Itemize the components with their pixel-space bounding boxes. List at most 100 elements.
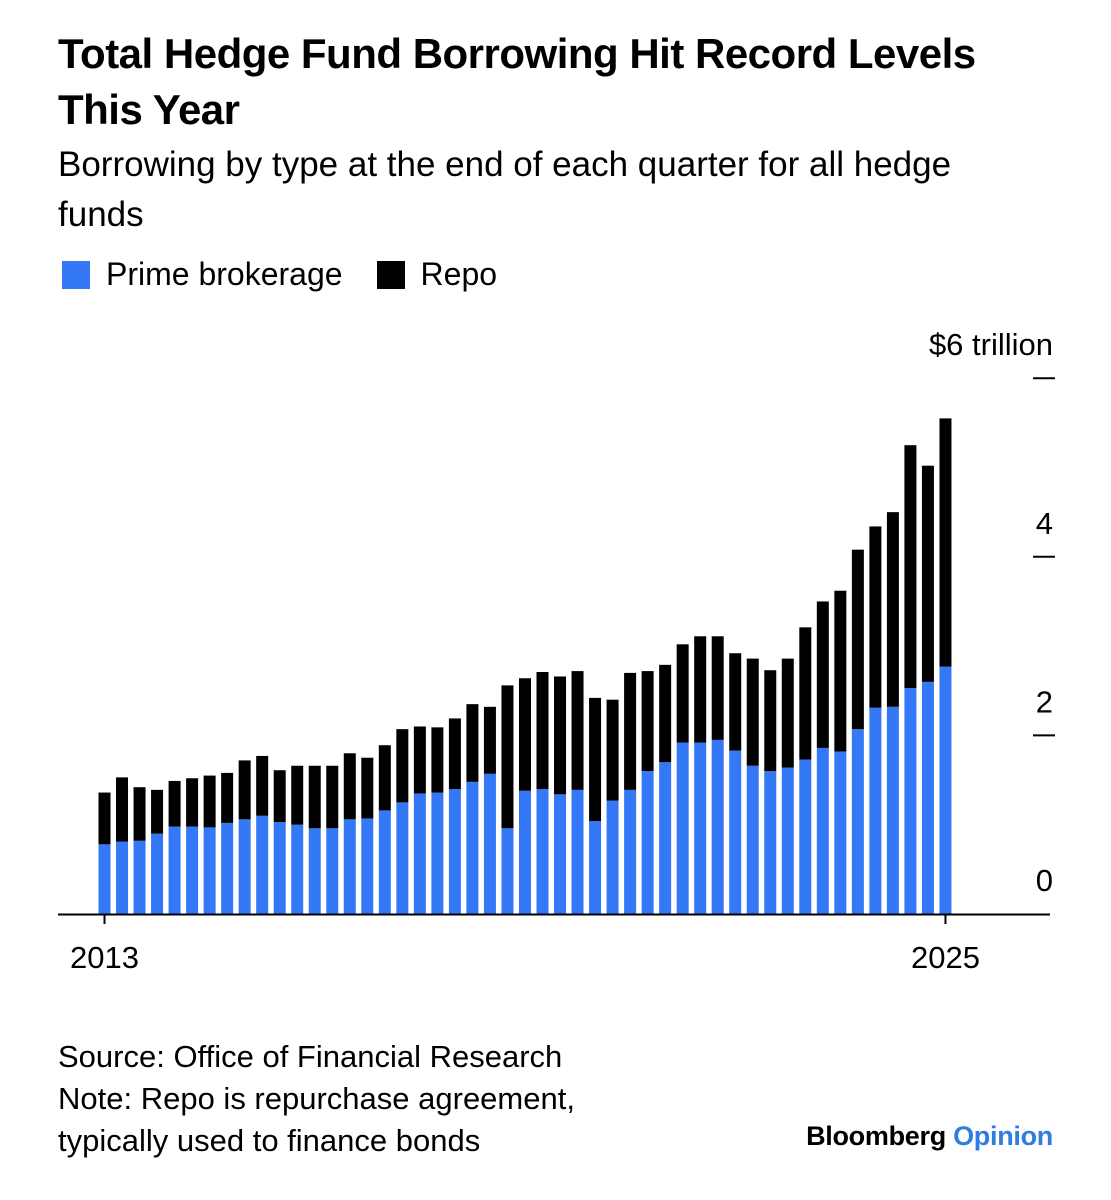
bar-repo-20 (448, 718, 461, 789)
bar-repo-47 (921, 465, 934, 682)
bar-prime-brokerage-26 (554, 794, 567, 914)
bar-prime-brokerage-15 (361, 818, 374, 914)
bar-prime-brokerage-18 (413, 793, 426, 914)
bar-repo-33 (676, 644, 689, 743)
bar-prime-brokerage-39 (781, 767, 794, 914)
chart-subtitle: Borrowing by type at the end of each qua… (58, 145, 952, 234)
bar-repo-37 (746, 658, 759, 766)
bar-repo-27 (571, 671, 584, 790)
y-tick-label-0: 0 (1036, 863, 1053, 898)
bar-prime-brokerage-41 (816, 747, 829, 914)
bar-prime-brokerage-19 (431, 792, 444, 914)
bar-prime-brokerage-17 (396, 802, 409, 915)
chart-title: Total Hedge Fund Borrowing Hit Record Le… (58, 30, 976, 133)
bar-repo-9 (256, 755, 269, 816)
bar-prime-brokerage-1 (116, 841, 129, 914)
bar-repo-32 (659, 664, 672, 763)
bar-prime-brokerage-38 (764, 771, 777, 914)
y-tick-label-1: 2 (1036, 684, 1053, 719)
bar-repo-44 (869, 526, 882, 708)
bar-repo-46 (904, 445, 917, 689)
legend-swatch-repo (376, 260, 405, 289)
bar-repo-11 (291, 765, 304, 825)
bar-repo-36 (729, 653, 742, 751)
bar-repo-7 (221, 772, 234, 823)
bar-repo-39 (781, 658, 794, 768)
bar-repo-14 (343, 753, 356, 820)
bar-repo-25 (536, 672, 549, 789)
bar-prime-brokerage-23 (501, 828, 514, 914)
bar-prime-brokerage-0 (98, 844, 111, 914)
bar-prime-brokerage-5 (186, 826, 199, 914)
y-tick-label-3: $6 trillion (929, 327, 1053, 362)
legend-label-prime-brokerage: Prime brokerage (106, 256, 343, 292)
x-tick-label-1: 2025 (911, 940, 980, 975)
bar-repo-13 (326, 765, 339, 829)
bar-repo-16 (378, 745, 391, 811)
brand-section: Opinion (953, 1121, 1053, 1151)
bar-prime-brokerage-40 (799, 759, 812, 914)
bar-prime-brokerage-48 (939, 666, 952, 914)
stacked-bar-chart: 2013 2025 0 2 4 $6 trillion (58, 327, 1055, 975)
bar-repo-40 (799, 627, 812, 760)
bar-prime-brokerage-4 (168, 826, 181, 914)
bar-repo-4 (168, 780, 181, 827)
bar-prime-brokerage-3 (151, 833, 164, 914)
bar-prime-brokerage-34 (694, 742, 707, 914)
bloomberg-opinion-logo: Bloomberg Opinion (806, 1121, 1053, 1152)
bar-repo-43 (851, 549, 864, 730)
bar-repo-17 (396, 729, 409, 803)
note-text-line-2: typically used to finance bonds (58, 1123, 481, 1158)
bar-prime-brokerage-47 (921, 681, 934, 914)
bar-prime-brokerage-33 (676, 742, 689, 914)
bar-prime-brokerage-25 (536, 788, 549, 914)
bar-repo-28 (589, 697, 602, 822)
bar-prime-brokerage-14 (343, 819, 356, 914)
bar-prime-brokerage-22 (483, 773, 496, 914)
axes: 2013 2025 0 2 4 $6 trillion (58, 327, 1055, 975)
bar-prime-brokerage-2 (133, 840, 146, 914)
bar-repo-15 (361, 757, 374, 819)
bar-prime-brokerage-16 (378, 810, 391, 914)
legend-item-prime-brokerage: Prime brokerage (62, 256, 343, 293)
bar-repo-23 (501, 685, 514, 829)
bar-prime-brokerage-11 (291, 824, 304, 914)
bar-prime-brokerage-13 (326, 828, 339, 914)
brand-name: Bloomberg (806, 1121, 946, 1151)
source-text: Source: Office of Financial Research (58, 1039, 563, 1074)
bar-prime-brokerage-6 (203, 827, 216, 914)
legend-swatch-prime-brokerage (62, 260, 90, 289)
bar-prime-brokerage-10 (273, 822, 286, 914)
bar-repo-42 (834, 590, 847, 752)
bar-prime-brokerage-32 (659, 762, 672, 914)
bar-repo-30 (624, 672, 637, 790)
bar-repo-12 (308, 765, 321, 829)
bar-repo-29 (606, 699, 619, 801)
bar-repo-45 (886, 512, 899, 707)
bar-repo-48 (939, 418, 952, 667)
bar-prime-brokerage-7 (221, 822, 234, 914)
bar-repo-24 (518, 678, 531, 791)
bar-repo-38 (764, 670, 777, 772)
bar-prime-brokerage-46 (904, 688, 917, 914)
bar-prime-brokerage-24 (518, 790, 531, 914)
bar-prime-brokerage-44 (869, 707, 882, 914)
bar-prime-brokerage-42 (834, 751, 847, 914)
footer: Source: Office of Financial Research Not… (58, 1036, 575, 1162)
bar-prime-brokerage-28 (589, 821, 602, 914)
bar-prime-brokerage-20 (448, 788, 461, 914)
note-text-line-1: Note: Repo is repurchase agreement, (58, 1081, 575, 1116)
bar-repo-34 (694, 636, 707, 743)
bar-prime-brokerage-29 (606, 800, 619, 914)
legend: Prime brokerage Repo (62, 256, 531, 293)
bar-prime-brokerage-21 (466, 781, 479, 914)
bar-prime-brokerage-9 (256, 815, 269, 914)
bar-prime-brokerage-12 (308, 828, 321, 914)
bar-repo-8 (238, 760, 251, 820)
x-tick-label-0: 2013 (70, 940, 139, 975)
bar-repo-31 (641, 671, 654, 772)
bar-prime-brokerage-36 (729, 750, 742, 914)
bar-repo-0 (98, 792, 111, 845)
bar-repo-10 (273, 770, 286, 823)
bar-repo-3 (151, 789, 164, 834)
